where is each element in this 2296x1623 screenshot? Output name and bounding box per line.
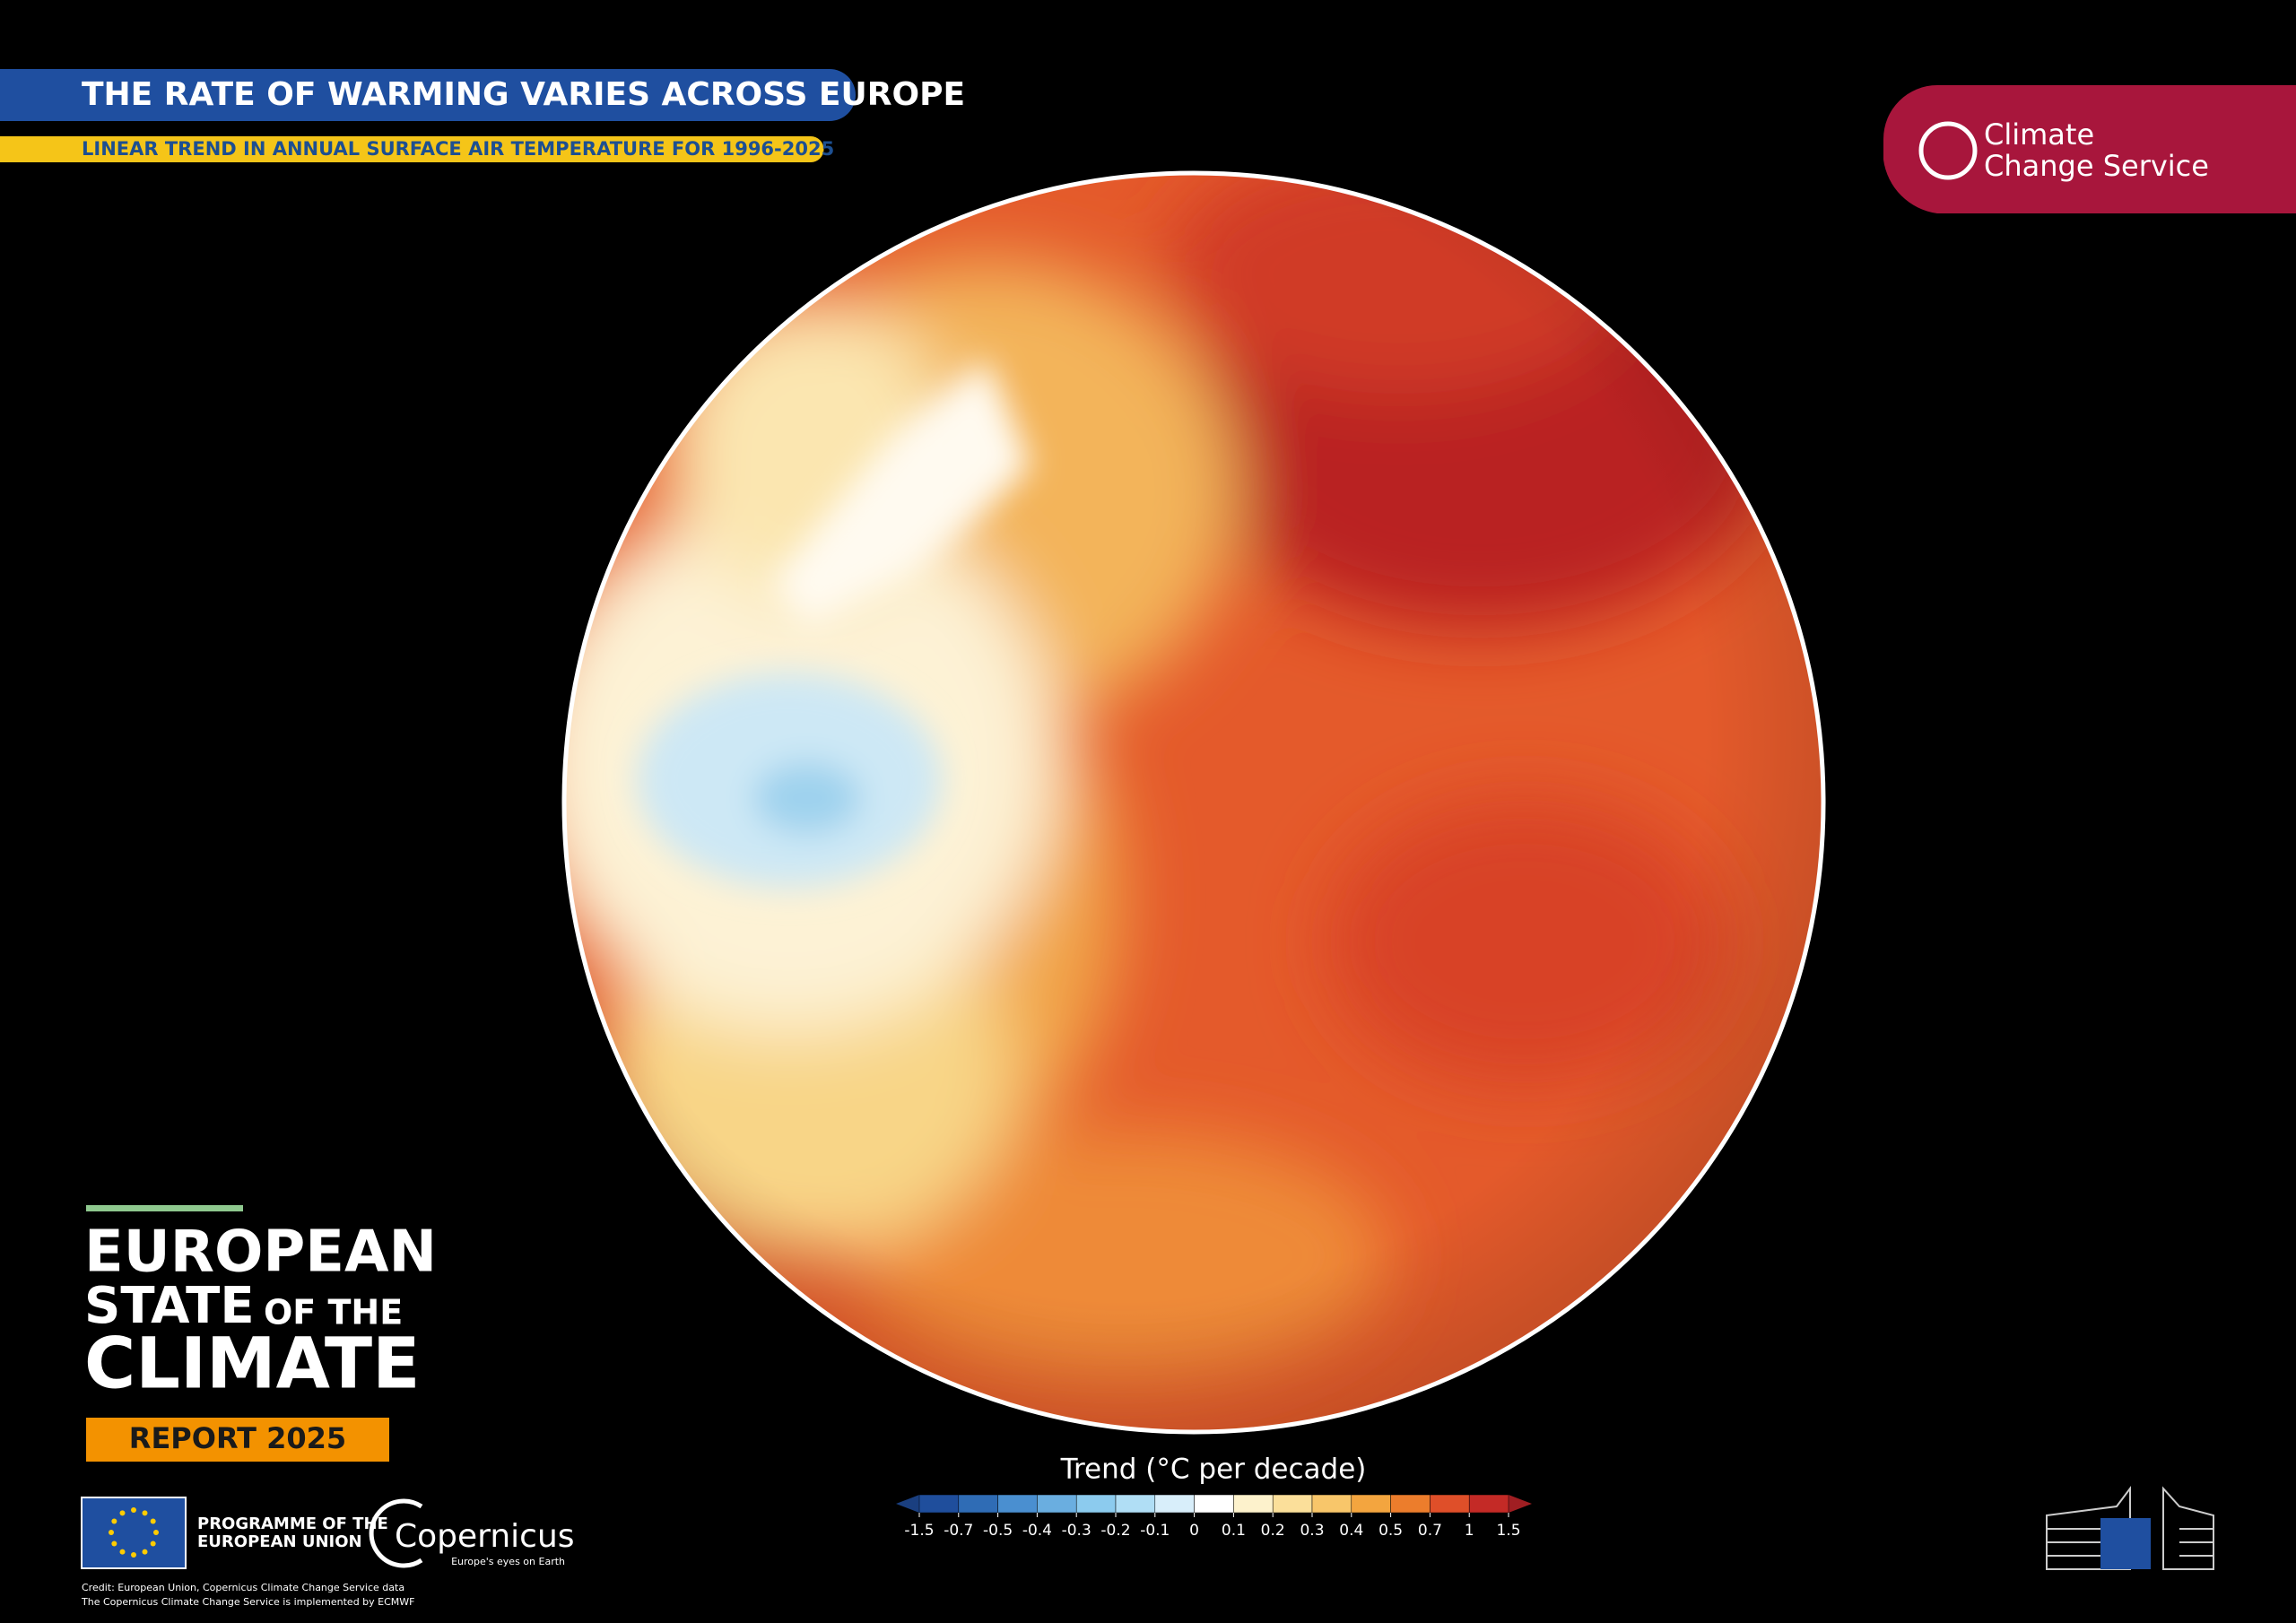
commission-logo — [2046, 1486, 2214, 1570]
legend-swatch — [1233, 1494, 1274, 1514]
legend-tick-label: 1 — [1465, 1522, 1474, 1540]
map — [566, 175, 1822, 1430]
legend-tick-label: 1.5 — [1496, 1522, 1520, 1540]
service-logo-icon — [1918, 121, 1978, 180]
legend-swatch — [1351, 1494, 1391, 1514]
legend-swatch — [1468, 1494, 1509, 1514]
copernicus-tagline: Europe's eyes on Earth — [451, 1556, 565, 1567]
legend-tick-label: 0.4 — [1339, 1522, 1363, 1540]
report-badge: REPORT 2025 — [129, 1421, 346, 1455]
legend-swatch — [1390, 1494, 1431, 1514]
eu-star — [119, 1549, 126, 1555]
report-line2: STATE — [84, 1277, 255, 1335]
legend-tick-label: 0.2 — [1261, 1522, 1285, 1540]
legend: -1.5 -0.7 -0.5 -0.4 -0.3 -0.2 -0.1 0 0.1 0.2 0.3 0.… — [896, 1494, 1532, 1540]
legend-tick-label: 0.5 — [1378, 1522, 1403, 1540]
legend-over — [1509, 1495, 1532, 1513]
accent-line — [86, 1205, 243, 1211]
legend-tick-label: -0.4 — [1022, 1522, 1052, 1540]
copernicus: Copernicus — [395, 1518, 575, 1555]
copernicus-mark — [369, 1498, 423, 1568]
subtitle: LINEAR TREND IN ANNUAL SURFACE AIR TEMPE… — [82, 138, 834, 160]
legend-tick-label: -0.3 — [1062, 1522, 1091, 1540]
legend-swatch — [958, 1494, 998, 1514]
eu-star — [111, 1541, 117, 1547]
legend-swatch — [1115, 1494, 1156, 1514]
legend-under — [896, 1495, 919, 1513]
map-border — [561, 170, 1826, 1435]
legend-swatch — [918, 1494, 960, 1514]
report-badge-bg — [86, 1418, 389, 1462]
eu-star — [150, 1541, 156, 1547]
legend-tick-label: 0 — [1189, 1522, 1199, 1540]
legend-swatch — [1272, 1494, 1313, 1514]
report-line3: CLIMATE — [84, 1324, 420, 1404]
legend-tick-label: -0.7 — [944, 1522, 973, 1540]
subtitle-bar — [0, 136, 824, 162]
legend-swatch — [1194, 1494, 1234, 1514]
programme-line1: PROGRAMME OF THE — [197, 1515, 388, 1533]
eu-star — [111, 1518, 117, 1524]
legend-swatch — [1037, 1494, 1077, 1514]
eu-star — [131, 1507, 136, 1513]
legend-swatch — [1154, 1494, 1195, 1514]
eu-star — [131, 1552, 136, 1558]
credit-line2: The Copernicus Climate Change Service is… — [81, 1596, 415, 1608]
eu-star — [109, 1530, 114, 1535]
legend-swatch — [1075, 1494, 1117, 1514]
programme-line2: EUROPEAN UNION — [197, 1532, 362, 1551]
title-bar — [0, 69, 856, 121]
title: THE RATE OF WARMING VARIES ACROSS EUROPE — [82, 76, 965, 113]
legend-tick-label: 0.1 — [1222, 1522, 1246, 1540]
legend-swatch — [1430, 1494, 1470, 1514]
legend-tick-label: -1.5 — [904, 1522, 934, 1540]
legend-tick-label: 0.7 — [1418, 1522, 1442, 1540]
service-logo-line2: Change Service — [1984, 149, 2209, 183]
eu-star — [153, 1530, 159, 1535]
service-logo-line1: Climate — [1984, 117, 2094, 152]
credit-line1: Credit: European Union, Copernicus Clima… — [82, 1582, 404, 1593]
eu-star — [142, 1549, 148, 1555]
eu-stars — [109, 1507, 159, 1558]
eu-star — [150, 1518, 156, 1524]
legend-tick-label: 0.3 — [1300, 1522, 1324, 1540]
report-line2b: OF THE — [264, 1293, 403, 1332]
legend-title: Trend (°C per decade) — [1060, 1454, 1367, 1486]
legend-tick-label: -0.5 — [983, 1522, 1013, 1540]
legend-swatch — [997, 1494, 1038, 1514]
eu-star — [142, 1510, 148, 1516]
report-line1: EUROPEAN — [84, 1219, 437, 1286]
legend-swatch — [1311, 1494, 1352, 1514]
legend-tick-label: -0.2 — [1100, 1522, 1130, 1540]
eu-star — [119, 1510, 126, 1516]
service-logo-bg — [1883, 85, 2296, 213]
legend-tick-label: -0.1 — [1140, 1522, 1170, 1540]
